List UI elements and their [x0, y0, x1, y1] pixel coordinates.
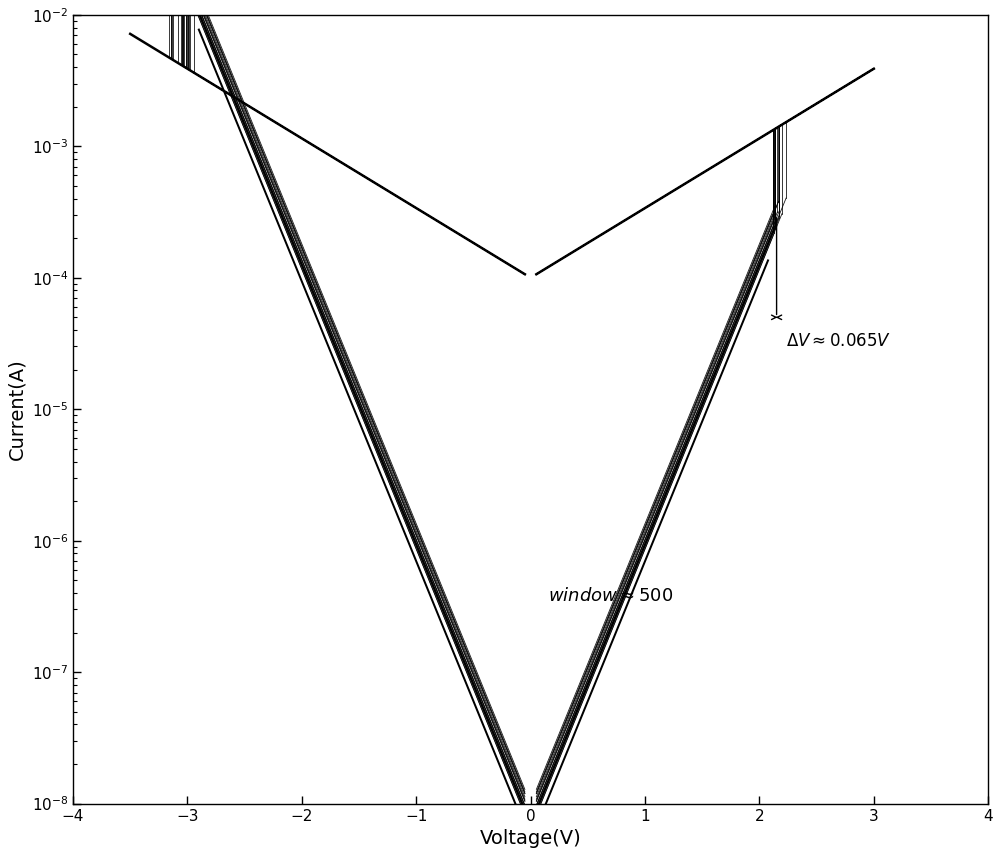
X-axis label: Voltage(V): Voltage(V) [480, 829, 581, 848]
Text: $window\approx500$: $window\approx500$ [548, 587, 673, 604]
Text: $\Delta V\approx0.065V$: $\Delta V\approx0.065V$ [786, 333, 891, 351]
Y-axis label: Current(A): Current(A) [7, 358, 26, 460]
